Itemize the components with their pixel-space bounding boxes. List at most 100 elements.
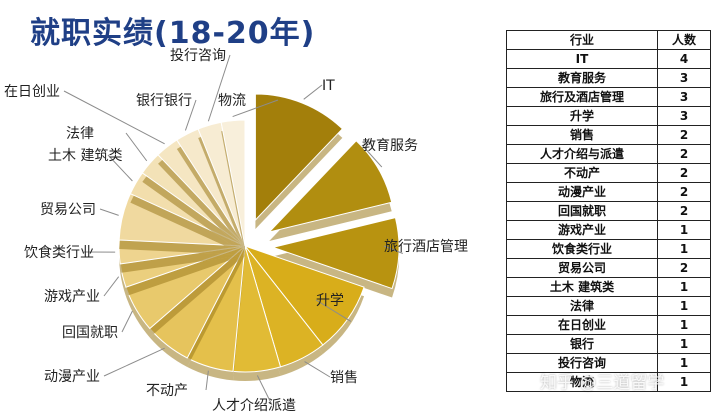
pie-slice-label: 旅行酒店管理 xyxy=(384,239,468,255)
table-cell-count: 1 xyxy=(657,277,711,297)
table-row: 饮食类行业 1 xyxy=(506,239,711,259)
pie-slice-label: 贸易公司 xyxy=(40,202,96,218)
pie-slice-label: 投行咨询 xyxy=(170,48,226,64)
pie-leader-line xyxy=(315,299,352,322)
table-cell-industry: 游戏产业 xyxy=(506,220,658,240)
table-cell-count: 1 xyxy=(657,334,711,354)
table-header-industry: 行业 xyxy=(506,30,658,50)
pie-slice-label: 动漫产业 xyxy=(44,369,100,385)
page-title: 就职实绩(18-20年) xyxy=(30,16,316,51)
table-row: 在日创业 1 xyxy=(506,315,711,335)
table-row: 销售 2 xyxy=(506,125,711,145)
pie-slice-label: 销售 xyxy=(330,370,358,386)
pie-slice-label: 法律 xyxy=(66,126,94,142)
table-cell-industry: 不动产 xyxy=(506,163,658,183)
pie-slice-label: 饮食类行业 xyxy=(24,244,94,261)
table-cell-industry: 教育服务 xyxy=(506,68,658,88)
pie-slice-depth xyxy=(198,131,245,255)
pie-slice-label: 土木 建筑类 xyxy=(48,148,122,164)
pie-leader-line xyxy=(303,84,323,100)
table-row: 教育服务 3 xyxy=(506,68,711,88)
pie-slice xyxy=(271,217,400,290)
pie-slice-label: 人才介绍派遣 xyxy=(212,398,296,414)
pie-leader-line xyxy=(205,370,209,391)
pie-slice-label: IT xyxy=(322,78,335,94)
pie-leader-line xyxy=(207,54,231,122)
table-row: 回国就职 2 xyxy=(506,201,711,221)
pie-leader-line xyxy=(121,310,133,333)
table-header-count: 人数 xyxy=(657,30,711,50)
table-cell-count: 2 xyxy=(657,163,711,183)
table-cell-industry: 物流 xyxy=(506,372,658,392)
table-header-row: 行业 人数 xyxy=(506,30,711,50)
pie-slice xyxy=(220,119,246,247)
industry-table: 行业 人数 IT 4 教育服务 3 旅行及酒店管理 3 升学 3 销售 2 人才介绍与派遣 2 不动产 2… xyxy=(506,30,711,392)
table-cell-count: 3 xyxy=(657,106,711,126)
table-cell-industry: 动漫产业 xyxy=(506,182,658,202)
table-cell-industry: 贸易公司 xyxy=(506,258,658,278)
watermark: 知乎 @三道留学 xyxy=(540,373,665,393)
pie-leader-line xyxy=(103,276,120,297)
table-cell-industry: 人才介绍与派遣 xyxy=(506,144,658,164)
pie-slices xyxy=(118,93,400,382)
table-row: 法律 1 xyxy=(506,296,711,316)
pie-leader-line xyxy=(184,99,197,131)
table-row: 人才介绍与派遣 2 xyxy=(506,144,711,164)
pie-slice-label: 教育服务 xyxy=(362,138,418,154)
pie-slice-depth xyxy=(120,255,245,297)
table-cell-industry: 在日创业 xyxy=(506,315,658,335)
table-row: 银行 1 xyxy=(506,334,711,354)
table-row: 贸易公司 2 xyxy=(506,258,711,278)
pie-leader-line xyxy=(304,361,331,378)
table-cell-count: 2 xyxy=(657,125,711,145)
table-cell-industry: 升学 xyxy=(506,106,658,126)
table-row: 不动产 2 xyxy=(506,163,711,183)
table-cell-count: 1 xyxy=(657,372,711,392)
table-cell-count: 2 xyxy=(657,201,711,221)
table-row: 游戏产业 1 xyxy=(506,220,711,240)
table-cell-industry: IT xyxy=(506,49,658,69)
pie-leader-line xyxy=(383,245,404,254)
table-cell-count: 2 xyxy=(657,258,711,278)
table-cell-industry: 土木 建筑类 xyxy=(506,277,658,297)
table-cell-count: 3 xyxy=(657,87,711,107)
pie-slice-label: 不动产 xyxy=(146,383,188,399)
table-cell-industry: 销售 xyxy=(506,125,658,145)
pie-leader-lines xyxy=(63,54,404,406)
table-cell-industry: 回国就职 xyxy=(506,201,658,221)
table-cell-count: 3 xyxy=(657,68,711,88)
pie-leader-line xyxy=(103,347,165,377)
table-row: 投行咨询 1 xyxy=(506,353,711,373)
table-cell-industry: 银行 xyxy=(506,334,658,354)
table-row: 物流 1 xyxy=(506,372,711,392)
pie-leader-line xyxy=(63,90,165,145)
pie-slice-label: 回国就职 xyxy=(62,325,118,341)
table-cell-count: 1 xyxy=(657,296,711,316)
table-body: IT 4 教育服务 3 旅行及酒店管理 3 升学 3 销售 2 人才介绍与派遣 2 不动产 2 动漫产业 2 回… xyxy=(506,49,711,392)
table-row: 动漫产业 2 xyxy=(506,182,711,202)
table-cell-count: 1 xyxy=(657,353,711,373)
table-row: 升学 3 xyxy=(506,106,711,126)
pie-slice-label: 游戏产业 xyxy=(44,289,100,305)
table-row: IT 4 xyxy=(506,49,711,69)
table-cell-industry: 饮食类行业 xyxy=(506,239,658,259)
pie-leader-line xyxy=(107,154,133,182)
pie-slice-label: 物流 xyxy=(218,93,246,109)
table-cell-industry: 法律 xyxy=(506,296,658,316)
pie-leader-line xyxy=(256,375,273,406)
pie-leader-line xyxy=(125,132,148,162)
table-row: 旅行及酒店管理 3 xyxy=(506,87,711,107)
pie-slice-label: 银行银行 xyxy=(136,93,192,109)
table-cell-industry: 投行咨询 xyxy=(506,353,658,373)
pie-slice xyxy=(267,140,393,233)
industry-table-container: 行业 人数 IT 4 教育服务 3 旅行及酒店管理 3 升学 3 销售 2 人才介绍与派遣 2 不动产 2… xyxy=(506,30,711,392)
pie-leader-line xyxy=(361,144,383,168)
table-cell-count: 1 xyxy=(657,315,711,335)
pie-leader-line xyxy=(99,208,119,216)
table-cell-count: 2 xyxy=(657,144,711,164)
pie-leader-line xyxy=(232,99,279,118)
table-cell-count: 1 xyxy=(657,220,711,240)
table-cell-count: 4 xyxy=(657,49,711,69)
